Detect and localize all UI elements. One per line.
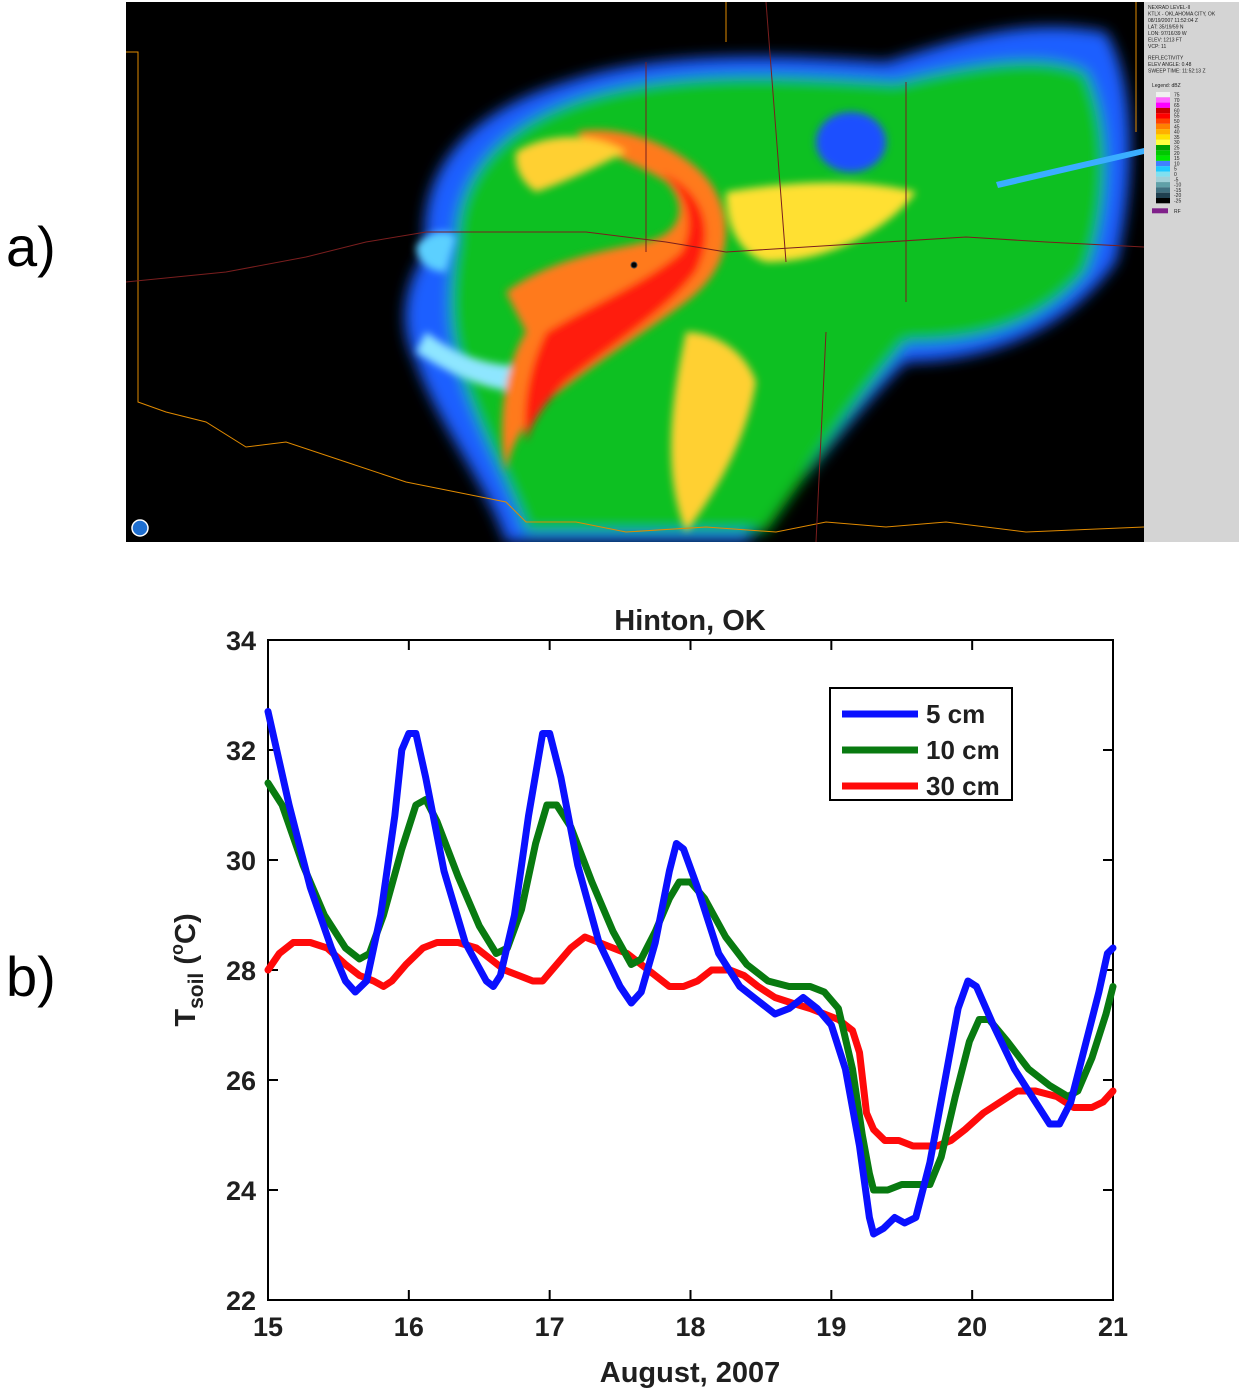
legend-label: 5 cm — [926, 699, 985, 729]
radar-borders — [126, 2, 1145, 542]
radar-legend-swatch — [1156, 129, 1170, 135]
x-tick-label: 15 — [253, 1312, 283, 1342]
y-axis-label-main: T — [170, 1009, 202, 1027]
y-axis-label-paren-open: ( — [170, 955, 202, 973]
radar-site-marker — [630, 261, 638, 269]
radar-echo — [405, 26, 1144, 542]
series-line-5-cm — [264, 708, 1117, 1238]
x-tick-label: 16 — [394, 1312, 424, 1342]
legend-label: 30 cm — [926, 771, 1000, 801]
radar-legend-swatch — [1156, 118, 1170, 124]
radar-legend-value: 0 — [1174, 172, 1177, 178]
radar-legend-swatch — [1156, 192, 1170, 198]
radar-legend-swatch — [1156, 113, 1170, 119]
radar-legend-value: 20 — [1174, 151, 1180, 157]
radar-legend-value: -15 — [1174, 188, 1181, 194]
y-axis-label-sub: soil — [185, 973, 208, 1009]
radar-rf-label: RF — [1174, 209, 1181, 215]
radar-legend-swatch — [1156, 145, 1170, 151]
radar-legend-value: 55 — [1174, 114, 1180, 120]
radar-legend-value: 35 — [1174, 135, 1180, 141]
radar-legend-value: 75 — [1174, 93, 1180, 99]
radar-legend-swatch — [1156, 160, 1170, 167]
panel-label-b: b) — [6, 945, 56, 1008]
radar-legend-swatch — [1156, 187, 1170, 193]
legend-box — [829, 687, 1013, 801]
y-tick-label: 22 — [226, 1286, 256, 1316]
series-line-30-cm — [264, 933, 1117, 1150]
y-tick-label: 30 — [226, 846, 256, 876]
radar-legend-swatch — [1156, 139, 1170, 145]
y-axis-label: Tsoil (oC) — [167, 913, 208, 1026]
radar-legend-value: 5 — [1174, 167, 1177, 173]
legend-label: 10 cm — [926, 735, 1000, 765]
radar-header-line: LAT: 35/19/59 N — [1148, 25, 1184, 31]
radar-legend-value: -5 — [1174, 177, 1179, 183]
x-tick-label: 17 — [535, 1312, 565, 1342]
x-tick-label: 21 — [1098, 1312, 1128, 1342]
radar-legend-swatch — [1156, 198, 1170, 204]
x-tick-label: 18 — [675, 1312, 705, 1342]
x-tick-label: 19 — [816, 1312, 846, 1342]
legend: 5 cm 10 cm 30 cm — [829, 687, 1013, 801]
radar-legend-swatch — [1156, 176, 1170, 183]
y-tick-label: 34 — [226, 626, 256, 656]
radar-header-line: ELEV: 1213 FT — [1148, 38, 1182, 44]
radar-legend-value: 60 — [1174, 108, 1180, 114]
noaa-logo — [131, 519, 149, 537]
chart-title: Hinton, OK — [614, 605, 765, 637]
radar-legend-title: Legend: dBZ — [1152, 83, 1181, 89]
radar-legend-value: 30 — [1174, 140, 1180, 146]
radar-header-line: LON: 97/16/39 W — [1148, 31, 1187, 37]
x-tick-label: 20 — [957, 1312, 987, 1342]
y-tick-label: 26 — [226, 1066, 256, 1096]
radar-legend-swatch — [1156, 171, 1170, 177]
radar-product-line: ELEV ANGLE: 0.48 — [1148, 62, 1192, 68]
radar-legend-value: 40 — [1174, 130, 1180, 136]
radar-legend-value: -25 — [1174, 199, 1181, 205]
radar-product-line: SWEEP TIME: 11:52:13 Z — [1148, 69, 1206, 75]
radar-legend-swatch — [1156, 155, 1170, 161]
radar-legend-swatch — [1156, 97, 1170, 103]
radar-legend-value: 45 — [1174, 124, 1180, 130]
soil-temperature-chart: Hinton, OK 15 16 17 18 19 20 2122242628303234 … — [167, 605, 1128, 1389]
radar-legend-swatch — [1156, 166, 1170, 172]
radar-legend-value: -10 — [1174, 183, 1181, 189]
y-tick-label: 24 — [226, 1176, 256, 1206]
radar-header-line: VCP: 11 — [1148, 44, 1166, 50]
radar-header-line: 08/19/2007 11:52:04 Z — [1148, 18, 1198, 24]
x-axis-label: August, 2007 — [600, 1357, 781, 1389]
series-line-10-cm — [264, 779, 1117, 1194]
y-tick-label: 28 — [226, 956, 256, 986]
radar-legend-swatch — [1156, 150, 1170, 156]
radar-product-line: REFLECTIVITY — [1148, 56, 1184, 62]
radar-legend-swatch — [1156, 92, 1170, 98]
radar-rf-swatch — [1152, 208, 1168, 214]
radar-legend-value: 70 — [1174, 98, 1180, 104]
radar-legend-value: -20 — [1174, 193, 1181, 199]
radar-legend: 757065605550454035302520151050-5-10-15-2… — [1152, 92, 1181, 215]
y-tick-label: 32 — [226, 736, 256, 766]
y-axis-label-degree: o — [167, 944, 187, 955]
radar-legend-value: 15 — [1174, 156, 1180, 162]
panel-label-a: a) — [6, 215, 56, 278]
axis-ticks: 15 16 17 18 19 20 21 22 24 26 28 30 32 34 — [226, 626, 1128, 1342]
radar-legend-swatch — [1156, 102, 1170, 108]
y-axis-label-unit: C — [170, 923, 202, 944]
radar-legend-swatch — [1156, 123, 1170, 130]
radar-legend-swatch — [1156, 107, 1170, 114]
series-lines — [264, 708, 1117, 1238]
y-axis-label-paren-close: ) — [170, 913, 202, 923]
radar-legend-swatch — [1156, 134, 1170, 140]
radar-header-line: NEXRAD LEVEL-II — [1148, 5, 1190, 11]
radar-legend-value: 65 — [1174, 103, 1180, 109]
radar-legend-value: 50 — [1174, 119, 1180, 125]
radar-legend-value: 10 — [1174, 161, 1180, 167]
radar-legend-swatch — [1156, 182, 1170, 188]
radar-header-line: KTLX - OKLAHOMA CITY, OK — [1148, 12, 1216, 18]
radar-legend-value: 25 — [1174, 146, 1180, 152]
